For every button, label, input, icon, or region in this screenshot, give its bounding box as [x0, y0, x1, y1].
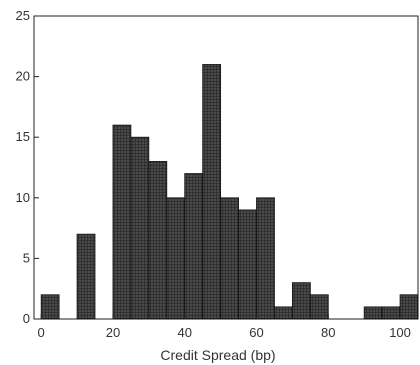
bar-90	[363, 306, 383, 320]
bar-30	[148, 161, 168, 320]
x-tick-label: 0	[38, 325, 45, 340]
y-axis: 0 5 10 15 20 25	[16, 8, 39, 326]
y-tick-label: 10	[16, 190, 30, 205]
bar-10	[76, 233, 96, 320]
x-tick-label: 60	[249, 325, 263, 340]
bar-55	[238, 209, 257, 320]
y-tick-label: 20	[16, 69, 30, 84]
bar-65	[274, 306, 293, 320]
x-axis-label: Credit Spread (bp)	[160, 347, 275, 363]
bar-45	[202, 64, 222, 320]
bar-70	[291, 282, 311, 320]
bar-95	[381, 306, 401, 320]
x-tick-label: 100	[389, 325, 411, 340]
bar-0	[40, 294, 60, 320]
bar-35	[166, 197, 186, 320]
bar-25	[130, 136, 150, 320]
bars-group	[40, 64, 419, 320]
x-tick-label: 20	[106, 325, 120, 340]
y-tick-label: 5	[23, 250, 30, 265]
bar-40	[184, 173, 204, 320]
bar-20	[112, 124, 132, 320]
y-tick-label: 15	[16, 129, 30, 144]
y-tick-label: 0	[23, 311, 30, 326]
x-axis: 0 20 40 60 80 100	[38, 314, 411, 340]
bar-100	[399, 294, 419, 320]
x-tick-label: 40	[177, 325, 191, 340]
bar-60	[256, 197, 275, 320]
y-tick-label: 25	[16, 8, 30, 23]
bar-75	[309, 294, 329, 320]
bar-50	[220, 197, 239, 320]
x-tick-label: 80	[321, 325, 335, 340]
